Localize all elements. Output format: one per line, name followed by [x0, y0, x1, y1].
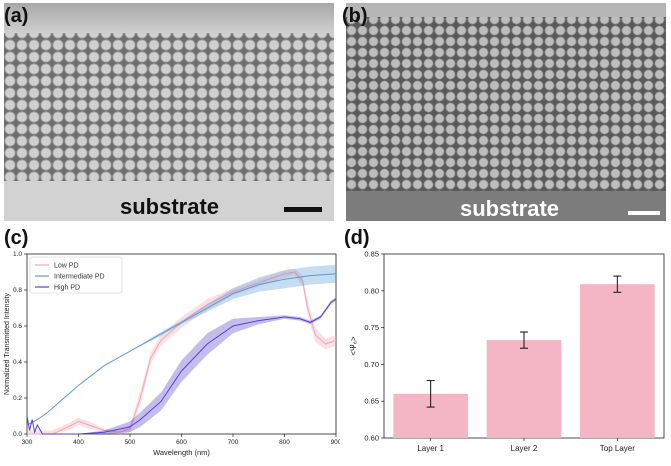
panel-label-c: (c)	[4, 227, 29, 249]
sem-micrograph-b	[346, 3, 666, 221]
x-axis-label: Wavelength (nm)	[153, 448, 210, 457]
panel-a: (a) substrate	[0, 0, 336, 222]
y-axis-label: <Ψ₆>	[349, 336, 358, 356]
y-tick-label: 0.70	[364, 360, 379, 369]
panel-label-d: (d)	[344, 227, 370, 249]
y-tick-label: 0.2	[13, 395, 22, 402]
y-tick-label: 0.0	[13, 431, 22, 438]
x-tick-label: 800	[279, 439, 290, 446]
y-tick-label: 1.0	[13, 251, 22, 258]
series-line-3	[26, 298, 337, 435]
x-tick-label: 400	[73, 439, 84, 446]
y-tick-label: 0.8	[13, 287, 22, 294]
substrate-label-a: substrate	[120, 194, 220, 219]
series-line-2	[26, 273, 337, 426]
x-tick-label: 500	[125, 439, 136, 446]
x-tick-label: 700	[228, 439, 239, 446]
legend-box	[29, 256, 123, 294]
bar-3	[580, 284, 655, 438]
legend: Low PD Intermediate PD High PD	[29, 256, 123, 294]
legend-label-1: Low PD	[54, 263, 79, 270]
legend-label-3: High PD	[54, 285, 80, 292]
y-tick-label: 0.60	[364, 434, 379, 443]
x-tick-label: 900	[331, 439, 340, 446]
order-parameter-bar-chart: 0.60 0.65 0.70 0.75 0.80 0.85 Layer 1 Layer 2 To…	[349, 250, 665, 453]
transmission-chart: 300 400 500 600 700 800 900 0.0 0.2 0.4 0.6 0.8 1.0 W…	[4, 251, 340, 457]
x-tick-label: 600	[176, 439, 187, 446]
panel-label-b: (b)	[342, 5, 368, 27]
series-band-3	[27, 297, 336, 434]
y-tick-label: 0.65	[364, 397, 379, 406]
y-tick-label: 0.6	[13, 323, 22, 330]
x-tick-label: Layer 2	[511, 444, 538, 453]
x-tick-label: Top Layer	[600, 444, 635, 453]
x-tick-label: Layer 1	[417, 444, 444, 453]
sem-image-b	[346, 3, 666, 221]
y-tick-label: 0.85	[364, 250, 379, 259]
series-band-2	[27, 264, 336, 425]
panel-label-a: (a)	[4, 5, 29, 27]
substrate-label-b: substrate	[460, 196, 560, 221]
x-tick-label: 300	[22, 439, 33, 446]
sem-image-a	[4, 3, 334, 221]
y-tick-label: 0.75	[364, 323, 379, 332]
y-tick-label: 0.4	[13, 359, 22, 366]
y-tick-label: 0.80	[364, 286, 379, 295]
legend-label-2: Intermediate PD	[54, 274, 105, 281]
panel-b: (b) substrate	[336, 0, 671, 222]
bar-2	[486, 340, 562, 438]
y-axis-label: Normalized Transmitted Intensity	[4, 293, 11, 395]
sem-micrograph-a	[4, 3, 334, 221]
